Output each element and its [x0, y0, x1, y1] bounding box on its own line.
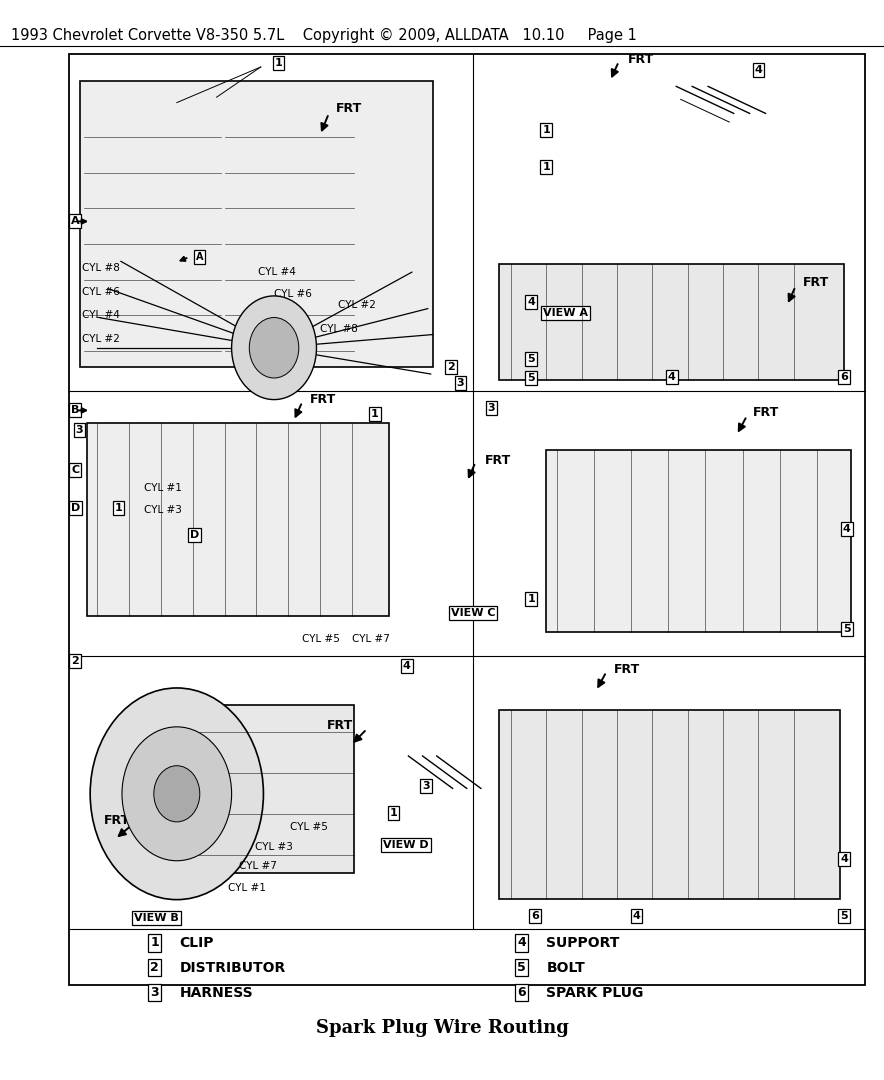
Text: CYL #1: CYL #1: [144, 483, 182, 494]
Text: 1: 1: [371, 408, 378, 419]
Circle shape: [232, 296, 316, 400]
Text: CYL #4: CYL #4: [258, 267, 296, 278]
Text: 1: 1: [543, 162, 550, 173]
Text: 3: 3: [488, 403, 495, 414]
Text: CYL #5: CYL #5: [290, 822, 328, 833]
Text: 3: 3: [76, 424, 83, 435]
Text: CYL #2: CYL #2: [82, 334, 120, 345]
Text: 6: 6: [531, 910, 538, 921]
Text: 5: 5: [841, 910, 848, 921]
Text: 1: 1: [275, 57, 282, 68]
Text: 3: 3: [423, 781, 430, 792]
Text: FRT: FRT: [484, 454, 511, 467]
Text: 4: 4: [633, 910, 640, 921]
Text: CYL #1: CYL #1: [228, 882, 266, 893]
Text: 4: 4: [528, 297, 535, 308]
Text: CYL #5: CYL #5: [302, 634, 340, 645]
Bar: [499, 710, 840, 899]
Text: 5: 5: [517, 961, 526, 974]
Text: 5: 5: [843, 623, 850, 634]
Text: FRT: FRT: [803, 276, 829, 289]
Text: VIEW A: VIEW A: [544, 308, 588, 319]
Text: 2: 2: [447, 362, 454, 373]
Bar: [87, 423, 389, 616]
Circle shape: [90, 688, 263, 900]
Text: 3: 3: [457, 378, 464, 389]
Text: FRT: FRT: [309, 393, 336, 406]
Bar: [546, 450, 851, 632]
Text: SUPPORT: SUPPORT: [546, 936, 620, 949]
Text: 2: 2: [72, 656, 79, 666]
Text: CYL #7: CYL #7: [352, 634, 390, 645]
Text: 2: 2: [150, 961, 159, 974]
Text: 6: 6: [517, 986, 526, 999]
Text: 5: 5: [528, 353, 535, 364]
Bar: [69, 54, 865, 985]
Text: 1: 1: [150, 936, 159, 949]
Text: 1: 1: [543, 124, 550, 135]
Text: 4: 4: [755, 65, 762, 76]
Circle shape: [122, 727, 232, 861]
Text: 6: 6: [841, 372, 848, 382]
Text: D: D: [71, 502, 80, 513]
Text: 4: 4: [517, 936, 526, 949]
Text: CYL #2: CYL #2: [338, 299, 376, 310]
Text: CYL #3: CYL #3: [144, 504, 182, 515]
Text: VIEW C: VIEW C: [451, 608, 495, 619]
Text: FRT: FRT: [613, 663, 640, 676]
Text: FRT: FRT: [628, 53, 654, 66]
Text: 4: 4: [668, 372, 675, 382]
Text: C: C: [71, 464, 80, 475]
Text: CYL #8: CYL #8: [320, 324, 358, 335]
Text: CYL #3: CYL #3: [255, 841, 293, 852]
Bar: [80, 81, 433, 367]
Text: B: B: [71, 405, 80, 416]
Text: Spark Plug Wire Routing: Spark Plug Wire Routing: [316, 1020, 568, 1037]
Text: 1993 Chevrolet Corvette V8-350 5.7L    Copyright © 2009, ALLDATA   10.10     Pag: 1993 Chevrolet Corvette V8-350 5.7L Copy…: [11, 28, 636, 43]
Text: CYL #6: CYL #6: [82, 286, 120, 297]
Text: 3: 3: [150, 986, 159, 999]
Circle shape: [154, 766, 200, 822]
Text: DISTRIBUTOR: DISTRIBUTOR: [179, 961, 286, 974]
Text: CYL #8: CYL #8: [82, 262, 120, 273]
Bar: [199, 705, 354, 873]
Text: 4: 4: [403, 661, 410, 672]
Text: 4: 4: [843, 524, 850, 535]
Text: BOLT: BOLT: [546, 961, 585, 974]
Text: FRT: FRT: [327, 719, 354, 732]
Text: A: A: [196, 252, 203, 262]
Text: CLIP: CLIP: [179, 936, 214, 949]
Text: CYL #7: CYL #7: [239, 861, 277, 872]
Bar: [499, 264, 844, 380]
Text: CYL #4: CYL #4: [82, 310, 120, 321]
Text: VIEW B: VIEW B: [134, 913, 179, 923]
Text: A: A: [71, 216, 80, 227]
Text: 1: 1: [115, 502, 122, 513]
Text: FRT: FRT: [753, 406, 780, 419]
Text: D: D: [190, 529, 199, 540]
Text: FRT: FRT: [104, 814, 131, 827]
Text: 1: 1: [528, 594, 535, 605]
Text: 4: 4: [841, 853, 848, 864]
Text: 5: 5: [528, 373, 535, 383]
Text: FRT: FRT: [336, 102, 362, 114]
Text: SPARK PLUG: SPARK PLUG: [546, 986, 644, 999]
Text: VIEW D: VIEW D: [383, 839, 429, 850]
Text: HARNESS: HARNESS: [179, 986, 253, 999]
Text: CYL #6: CYL #6: [274, 288, 312, 299]
Text: 1: 1: [390, 808, 397, 819]
Circle shape: [249, 318, 299, 378]
